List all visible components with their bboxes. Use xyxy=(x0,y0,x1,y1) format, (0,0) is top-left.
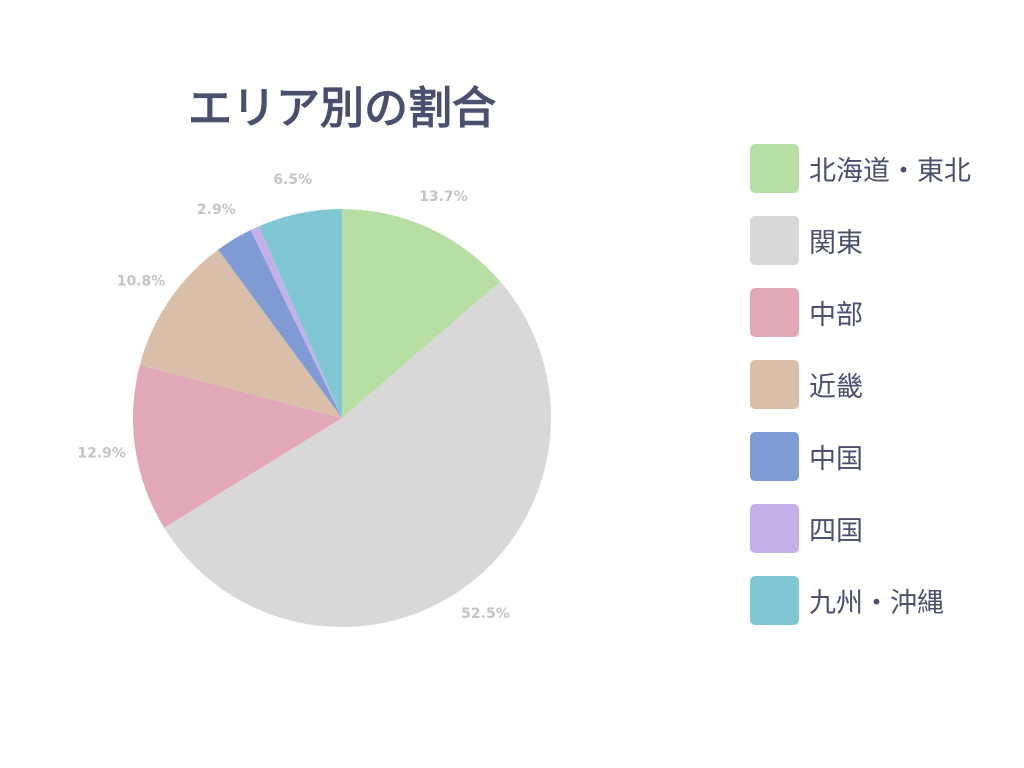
legend-swatch xyxy=(750,287,799,337)
legend-swatch xyxy=(750,215,799,265)
legend-item-4: 近畿 xyxy=(750,348,971,420)
legend-swatch xyxy=(750,431,799,481)
legend-label: 中国 xyxy=(809,443,863,475)
legend-item-1: 北海道・東北 xyxy=(750,132,971,204)
slice-label-3: 12.9% xyxy=(77,446,126,462)
legend-item-6: 四国 xyxy=(750,492,971,564)
legend-swatch xyxy=(750,503,799,553)
pie-slice-3 xyxy=(132,364,342,528)
slice-label-4: 10.8% xyxy=(117,273,166,289)
slice-label-7: 6.5% xyxy=(273,172,312,188)
pie-slice-1 xyxy=(342,209,501,418)
pie-slice-7 xyxy=(258,209,342,418)
legend-item-7: 九州・沖縄 xyxy=(750,564,971,636)
slice-label-2: 52.5% xyxy=(461,606,510,622)
legend: 北海道・東北 関東中部近畿中国四国九州・沖縄 xyxy=(750,132,971,636)
legend-swatch xyxy=(750,575,799,625)
legend-label: 中部 xyxy=(809,299,863,331)
slice-label-1: 13.7% xyxy=(419,189,468,205)
pie-slice-5 xyxy=(218,230,342,418)
legend-item-3: 中部 xyxy=(750,276,971,348)
legend-swatch xyxy=(750,359,799,409)
pie-slice-6 xyxy=(250,226,342,418)
chart-title: エリア別の割合 xyxy=(188,83,496,134)
pie-slice-2 xyxy=(164,281,552,628)
legend-label: 近畿 xyxy=(809,371,863,403)
legend-item-5: 中国 xyxy=(750,420,971,492)
slice-label-5: 2.9% xyxy=(197,202,236,218)
legend-item-2: 関東 xyxy=(750,204,971,276)
legend-label: 九州・沖縄 xyxy=(809,587,944,619)
legend-label: 関東 xyxy=(809,227,863,259)
legend-swatch xyxy=(750,143,799,193)
legend-label: 四国 xyxy=(809,515,863,547)
legend-label: 北海道・東北 xyxy=(809,155,971,187)
pie-slice-4 xyxy=(139,249,342,418)
